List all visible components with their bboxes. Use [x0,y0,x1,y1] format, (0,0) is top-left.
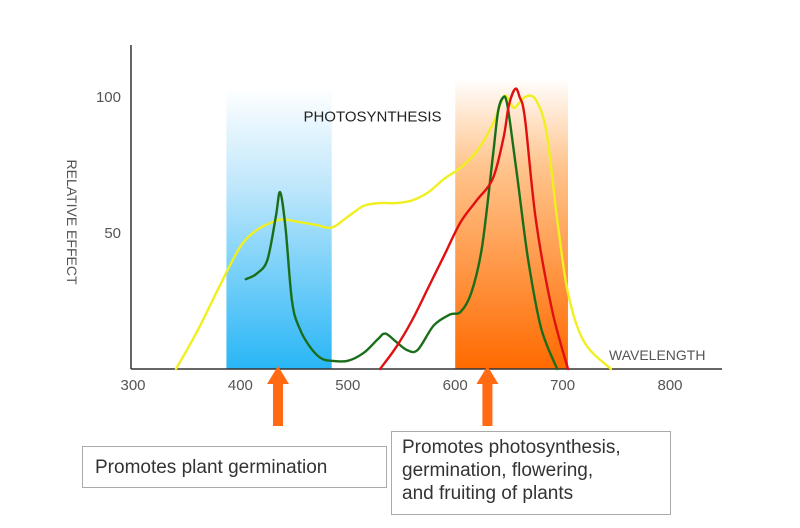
axis-labels: WAVELENGTH RELATIVE EFFECT PHOTOSYNTHESIS [64,108,705,363]
annotation-photosynthesis: PHOTOSYNTHESIS [303,108,441,125]
callout-photosynthesis-line-1: Promotes photosynthesis, [402,437,621,458]
callout-photosynthesis: Promotes photosynthesis, germination, fl… [391,431,671,515]
x-tick-label: 800 [657,377,682,394]
tick-labels: 300 400 500 600 700 800 100 50 [96,89,683,394]
x-tick-label: 300 [120,377,145,394]
series-green-line [244,95,559,371]
callout-germination: Promotes plant germination [82,446,387,488]
series-lines [174,87,613,371]
arrows [266,366,499,426]
axes [130,45,722,370]
band-blue [226,88,332,369]
y-tick-label: 50 [104,225,121,242]
x-tick-label: 400 [228,377,253,394]
series-yellow-line [174,94,613,371]
y-axis-title: RELATIVE EFFECT [64,160,80,285]
x-tick-label: 700 [550,377,575,394]
x-tick-label: 600 [443,377,468,394]
y-tick-label: 100 [96,89,121,106]
callout-photosynthesis-line-3: and fruiting of plants [402,483,574,504]
x-axis-title: WAVELENGTH [609,347,705,363]
callout-photosynthesis-line-2: germination, flowering, [402,460,594,481]
callout-germination-text: Promotes plant germination [95,457,328,478]
up-arrow-icon [476,366,499,426]
x-tick-label: 500 [335,377,360,394]
band-red-orange [455,78,568,369]
up-arrow-icon [266,366,289,426]
series-red-line [378,87,570,371]
